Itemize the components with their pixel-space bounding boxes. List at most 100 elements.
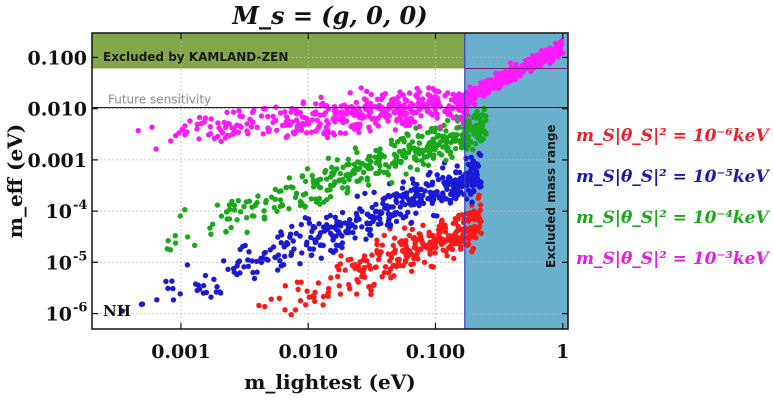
data-point [390, 192, 397, 198]
data-point [260, 131, 266, 137]
data-point [469, 199, 475, 205]
data-point [317, 112, 323, 118]
data-point [468, 93, 474, 100]
data-point [458, 235, 464, 241]
data-point [394, 139, 401, 145]
data-point [381, 153, 387, 160]
data-point [350, 229, 356, 236]
data-point [283, 242, 289, 248]
data-point [355, 263, 362, 270]
data-point [398, 117, 404, 123]
data-point [413, 189, 419, 195]
data-point [293, 117, 300, 123]
data-point [309, 172, 315, 179]
data-point [332, 179, 338, 185]
data-point [374, 247, 380, 254]
data-point [237, 270, 243, 276]
data-point [314, 117, 320, 124]
data-point [348, 104, 354, 110]
data-point [270, 244, 277, 250]
data-point [416, 123, 423, 130]
data-point [477, 84, 483, 91]
data-point [402, 201, 408, 208]
data-point [355, 159, 361, 165]
data-point [237, 246, 243, 253]
data-point [154, 297, 160, 303]
data-point [182, 123, 188, 129]
data-point [270, 119, 276, 126]
data-point [465, 161, 472, 167]
chart-title: M_s = (g, 0, 0) [231, 1, 427, 30]
data-point [268, 296, 274, 302]
x-axis-label: m_lightest (eV) [244, 370, 415, 394]
data-point [261, 106, 267, 112]
data-point [373, 264, 379, 270]
data-point [195, 282, 201, 288]
data-point [380, 196, 386, 202]
data-point [371, 116, 377, 122]
data-point [169, 278, 175, 284]
data-point [470, 146, 476, 153]
data-point [444, 253, 450, 259]
data-point [451, 241, 457, 247]
data-point [336, 267, 342, 273]
data-point [454, 163, 460, 169]
data-point [381, 169, 387, 176]
data-point [337, 261, 344, 267]
data-point [466, 169, 473, 175]
data-point [391, 235, 398, 241]
data-point [323, 214, 330, 221]
data-point [385, 172, 392, 178]
data-point [339, 185, 346, 191]
data-point [308, 129, 315, 135]
data-point [339, 244, 345, 251]
y-tick-exponent: -4 [73, 198, 87, 213]
data-point [200, 290, 207, 296]
data-point [292, 194, 299, 201]
data-point [415, 256, 421, 262]
data-point [297, 261, 303, 267]
data-point [391, 250, 398, 256]
data-point [237, 209, 244, 215]
data-point [202, 115, 209, 121]
data-point [378, 220, 384, 227]
data-point [172, 240, 179, 246]
data-point [535, 60, 542, 66]
data-point [329, 170, 335, 176]
data-point [211, 135, 218, 142]
data-point [377, 163, 383, 169]
series-3 [164, 105, 489, 253]
data-point [368, 100, 374, 107]
data-point [226, 216, 233, 222]
data-point [261, 208, 267, 214]
data-point [291, 246, 297, 252]
data-point [277, 110, 284, 116]
data-point [401, 102, 407, 108]
data-point [245, 257, 251, 263]
data-point [336, 283, 342, 289]
data-point [433, 244, 439, 250]
data-point [433, 98, 439, 105]
data-point [458, 226, 464, 232]
data-point [416, 231, 422, 237]
data-point [297, 198, 304, 205]
data-point [324, 197, 330, 203]
data-point [312, 196, 319, 202]
data-point [373, 120, 379, 126]
data-point [251, 213, 257, 219]
data-point [442, 237, 448, 243]
x-tick-label: 0.001 [151, 341, 211, 363]
data-point [377, 146, 383, 152]
data-point [298, 127, 305, 134]
data-point [165, 285, 171, 292]
data-point [307, 246, 313, 252]
y-tick-label: 0.100 [28, 47, 88, 69]
data-point [254, 269, 260, 275]
data-point [348, 256, 354, 262]
data-point [200, 282, 207, 289]
data-point [427, 251, 433, 257]
data-point [258, 113, 265, 119]
data-point [381, 232, 387, 239]
data-point [298, 221, 304, 228]
data-point [480, 136, 486, 142]
